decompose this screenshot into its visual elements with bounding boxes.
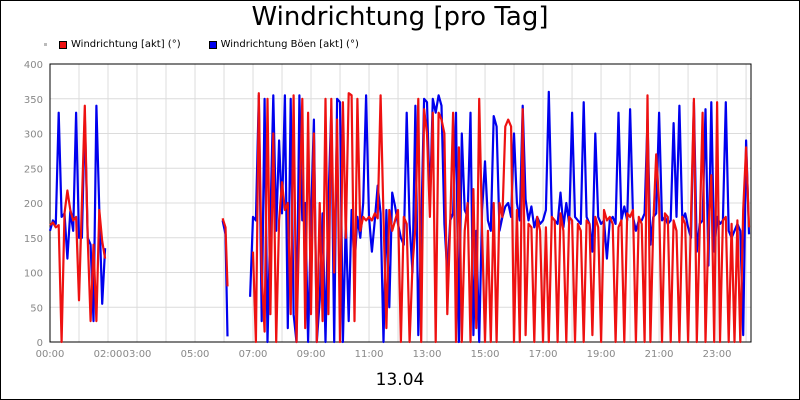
x-axis-caption: 13.04: [375, 370, 425, 390]
legend-swatch-red: [59, 40, 67, 49]
y-tick-label: 250: [24, 164, 43, 175]
y-tick-label: 100: [24, 269, 43, 280]
legend-item-direction[interactable]: Windrichtung [akt] (°): [59, 39, 181, 50]
x-tick-label: 09:00: [297, 349, 326, 360]
x-tick-label: 07:00: [239, 349, 268, 360]
y-tick-label: 0: [37, 338, 43, 349]
legend-swatch-blue: [208, 40, 217, 49]
series-line-gusts: [48, 104, 107, 323]
legend-label-direction: Windrichtung [akt] (°): [71, 39, 181, 50]
x-tick-label: 05:00: [181, 349, 210, 360]
series-line-direction: [251, 92, 751, 344]
series-line-direction: [49, 104, 107, 344]
y-tick-label: 350: [24, 95, 43, 106]
x-tick-label: 21:00: [645, 349, 674, 360]
y-tick-label: 150: [24, 234, 43, 245]
y-tick-label: 200: [24, 199, 43, 210]
y-tick-label: 400: [24, 60, 43, 71]
x-tick-label: 03:00: [123, 349, 152, 360]
x-tick-label: 17:00: [529, 349, 558, 360]
legend-item-gusts[interactable]: Windrichtung Böen [akt] (°): [208, 39, 359, 50]
series-line-direction: [221, 217, 229, 287]
x-tick-label: 19:00: [587, 349, 616, 360]
x-tick-label: 00:00: [36, 349, 65, 360]
y-tick-label: 50: [30, 303, 43, 314]
legend: Windrichtung [akt] (°) Windrichtung Böen…: [44, 39, 387, 50]
x-tick-label: 15:00: [471, 349, 500, 360]
x-tick-label: 23:00: [703, 349, 732, 360]
x-tick-label: 02:00: [94, 349, 123, 360]
x-tick-label: 13:00: [413, 349, 442, 360]
legend-label-gusts: Windrichtung Böen [akt] (°): [220, 39, 359, 50]
chart-title: Windrichtung [pro Tag]: [251, 2, 549, 32]
x-tick-label: 11:00: [355, 349, 384, 360]
y-tick-label: 300: [24, 130, 43, 141]
legend-marker-icon: [44, 43, 47, 46]
